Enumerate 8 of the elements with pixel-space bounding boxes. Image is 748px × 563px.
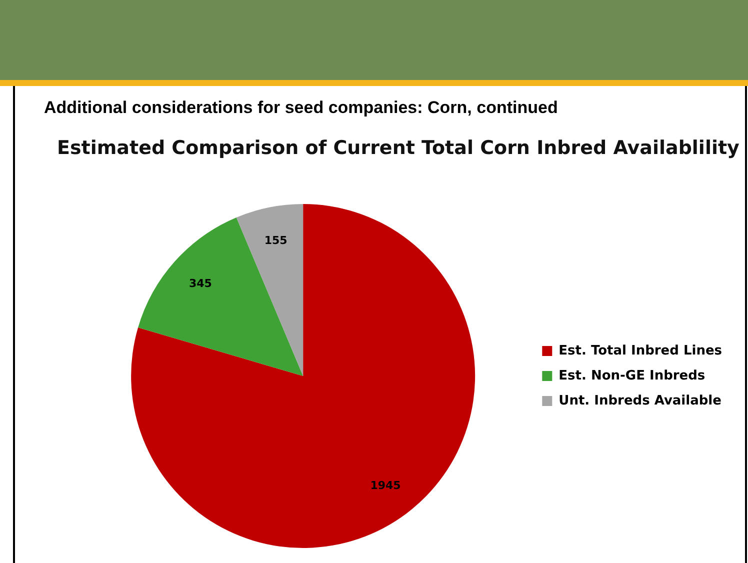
data-label: 345 [188,277,212,290]
legend-label: Est. Total Inbred Lines [558,343,722,358]
chart-title: Estimated Comparison of Current Total Corn Inbred Availablility [57,137,740,159]
data-label: 155 [264,234,288,247]
legend-label: Est. Non-GE Inbreds [558,368,706,384]
legend-label: Unt. Inbreds Available [558,393,722,408]
chart-subtitle: Additional considerations for seed companies: Corn, continued [44,98,558,118]
data-label: 1945 [370,479,401,492]
